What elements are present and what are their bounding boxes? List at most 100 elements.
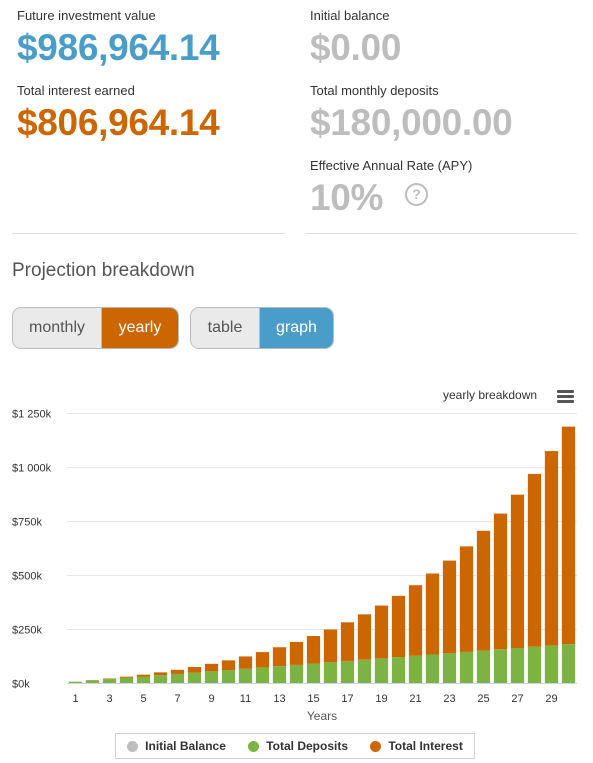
x-tick-label: 15 [307,693,319,705]
apy-value: 10% [310,177,384,218]
interest-stat: Total interest earned $806,964.14 [17,83,220,143]
bar-segment [153,672,168,676]
x-tick-label: 25 [477,693,489,705]
y-tick-label: $1 000k [12,463,52,475]
table-toggle-button[interactable]: table [191,308,260,348]
legend-dot-interest-icon [370,740,382,752]
x-tick-label: 9 [208,693,214,705]
bar-segment [408,655,423,683]
bar-segment [306,636,321,664]
x-tick-label: 27 [511,693,523,705]
bar-segment [289,664,304,683]
legend-initial-balance[interactable]: Initial Balance [127,739,226,753]
legend-interest-label: Total Interest [388,739,463,753]
bar-segment [272,666,287,683]
bar-segment [340,660,355,683]
view-toggle: table graph [190,307,334,349]
yearly-toggle-button[interactable]: yearly [102,308,178,348]
bar-segment [357,659,372,683]
bar-segment [391,595,406,658]
legend-dot-deposits-icon [248,740,260,752]
monthly-toggle-button[interactable]: monthly [13,308,102,348]
bar-segment [408,585,423,656]
bar-segment [391,657,406,683]
period-toggle: monthly yearly [12,307,179,349]
interest-amount: $806,964.14 [17,102,220,143]
legend-initial-label: Initial Balance [145,739,226,753]
y-tick-label: $250k [12,625,42,637]
bar-segment [238,668,253,683]
divider-left [12,233,285,234]
bar-segment [221,670,236,683]
bar-segment [527,473,542,647]
legend-total-interest[interactable]: Total Interest [370,739,463,753]
bar-segment [510,648,525,683]
x-tick-label: 19 [375,693,387,705]
bar-segment [425,573,440,655]
bar-segment [323,662,338,683]
x-tick-label: 7 [174,693,180,705]
bar-segment [170,669,185,674]
x-tick-label: 11 [240,693,251,705]
help-icon[interactable]: ? [405,183,428,206]
future-value-amount: $986,964.14 [17,27,220,68]
bar-segment [68,681,83,683]
bar-segment [255,667,270,683]
apy-stat: Effective Annual Rate (APY) 10% [310,158,472,216]
bar-segment [306,663,321,683]
bar-segment [374,658,389,683]
bar-segment [476,650,491,683]
x-tick-label: 21 [409,693,421,705]
bar-segment [493,649,508,683]
x-tick-label: 5 [140,693,146,705]
bar-segment [289,641,304,665]
bar-segment [238,656,253,669]
apy-label: Effective Annual Rate (APY) [310,158,473,173]
x-tick-label: 13 [273,693,285,705]
bar-segment [153,675,168,683]
bar-segment [527,646,542,683]
bar-segment [544,451,559,646]
interest-label: Total interest earned [17,83,135,98]
bar-segment [255,652,270,668]
divider-right [305,233,577,234]
graph-toggle-button[interactable]: graph [260,308,333,348]
future-value-label: Future investment value [17,8,156,23]
bar-segment [459,546,474,652]
initial-balance-stat: Initial balance $0.00 [310,8,401,66]
legend-dot-initial-icon [127,740,139,752]
x-tick-label: 17 [341,693,353,705]
bar-segment [493,513,508,650]
bar-segment [459,651,474,683]
bar-segment [510,494,525,649]
x-tick-label: 1 [72,693,78,705]
bar-segment [340,622,355,661]
y-tick-label: $500k [12,571,42,583]
bar-segment [204,663,219,672]
deposits-label: Total monthly deposits [310,83,439,98]
chart-menu-icon[interactable] [557,390,574,403]
legend-total-deposits[interactable]: Total Deposits [248,739,348,753]
future-value-stat: Future investment value $986,964.14 [17,8,220,68]
initial-balance-amount: $0.00 [310,27,402,68]
x-tick-label: 23 [443,693,455,705]
chart-caption: yearly breakdown [443,388,538,402]
bar-segment [272,647,287,667]
bar-segment [102,679,117,683]
bar-segment [204,671,219,683]
x-axis-label: Years [307,709,337,723]
initial-balance-label: Initial balance [310,8,390,23]
bar-segment [561,644,576,683]
bar-segment [85,680,100,683]
x-tick-label: 3 [106,693,112,705]
bar-segment [374,605,389,659]
bar-segment [136,676,151,683]
x-tick-label: 29 [545,693,557,705]
chart-legend: Initial Balance Total Deposits Total Int… [115,733,475,759]
bar-segment [187,672,202,683]
bar-segment [425,654,440,683]
bar-segment [561,426,576,645]
bar-segment [170,673,185,683]
deposits-amount: $180,000.00 [310,102,513,143]
